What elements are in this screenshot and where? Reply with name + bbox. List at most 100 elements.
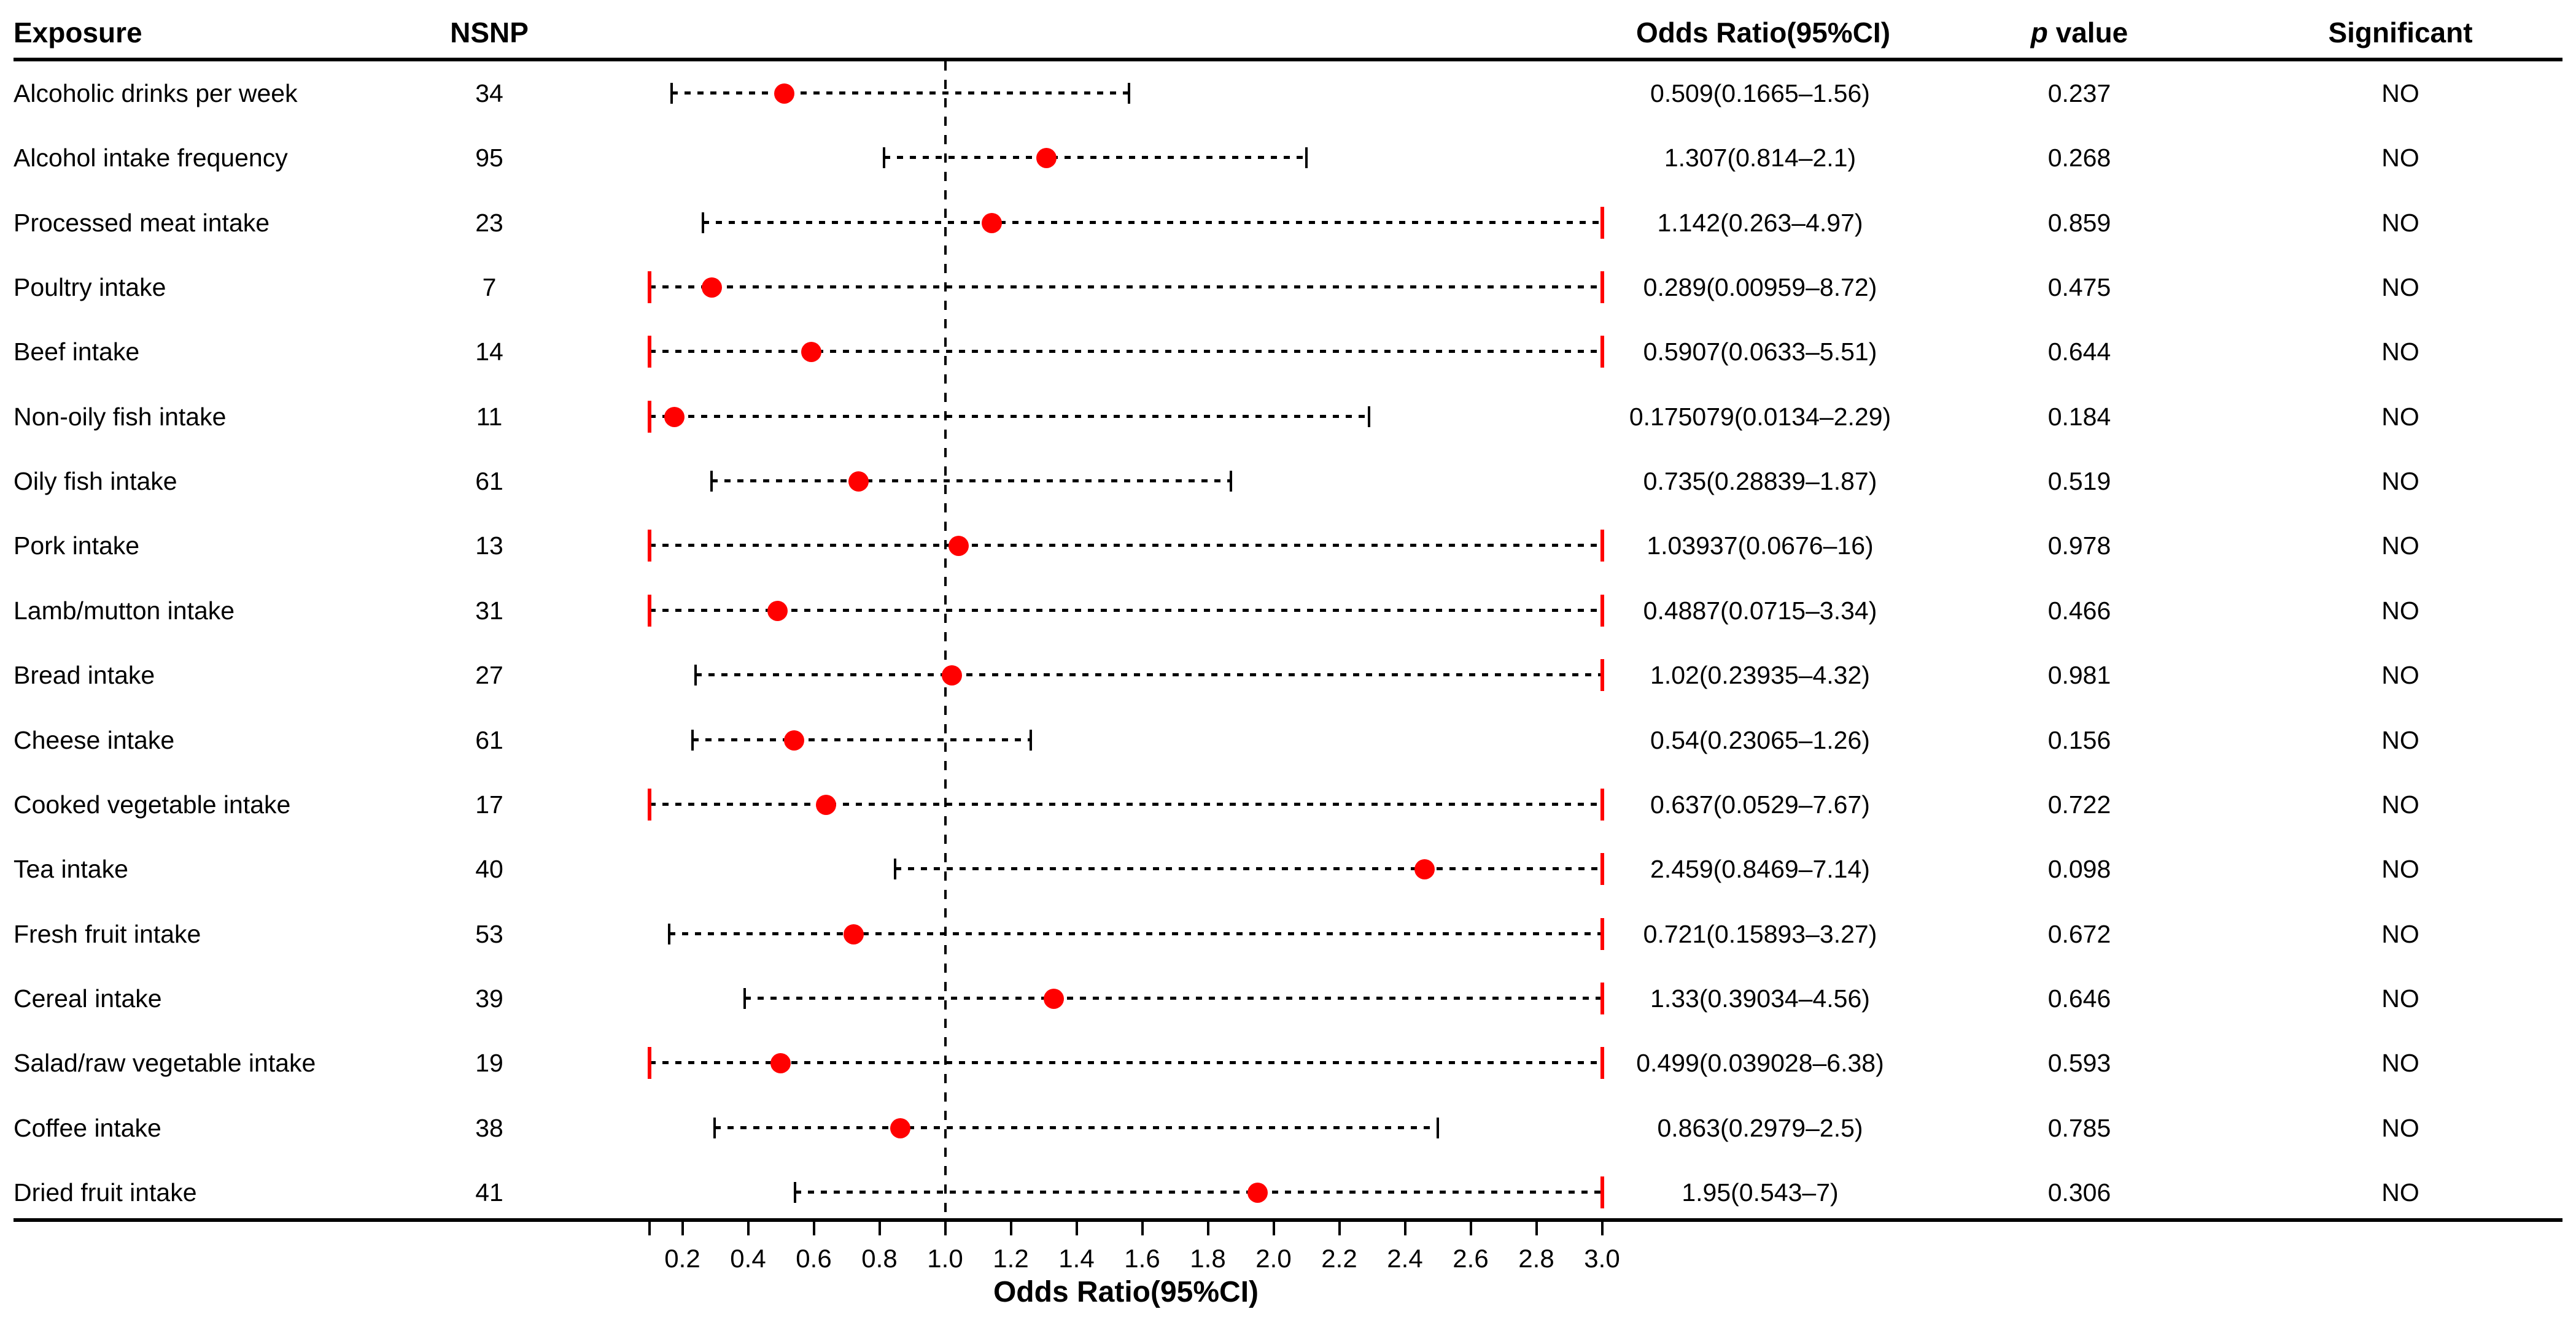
ci-cap-right	[1367, 406, 1370, 427]
or-marker	[848, 471, 869, 492]
ci-line	[714, 1126, 1438, 1129]
axis-tick	[812, 1222, 815, 1235]
axis-tick	[1206, 1222, 1209, 1235]
significant-value: NO	[2381, 1049, 2419, 1077]
p-value: 0.475	[2047, 273, 2111, 301]
axis-tick	[1535, 1222, 1538, 1235]
axis-tick-label: 1.8	[1190, 1244, 1226, 1273]
or-ci-value: 0.175079(0.0134–2.29)	[1629, 403, 1891, 431]
axis-tick-label: 2.8	[1518, 1244, 1554, 1273]
col-header-exposure: Exposure	[14, 17, 142, 48]
or-marker	[767, 601, 788, 621]
ci-line	[711, 479, 1231, 482]
ci-line	[650, 803, 1602, 806]
or-marker	[770, 1053, 791, 1073]
nsnp-value: 38	[475, 1114, 503, 1142]
p-value: 0.466	[2047, 597, 2111, 625]
significant-value: NO	[2381, 790, 2419, 819]
ci-clip-right	[1600, 1047, 1604, 1079]
or-marker	[942, 665, 963, 686]
ci-cap-left	[702, 212, 705, 233]
ci-clip-left	[648, 530, 651, 562]
significant-value: NO	[2381, 467, 2419, 495]
ci-cap-right	[1437, 1118, 1439, 1138]
ci-clip-right	[1600, 918, 1604, 950]
axis-tick	[1272, 1222, 1275, 1235]
exposure-label: Dried fruit intake	[14, 1178, 197, 1207]
exposure-label: Beef intake	[14, 338, 140, 366]
nsnp-value: 19	[475, 1049, 503, 1077]
or-marker	[890, 1118, 911, 1138]
or-marker	[1414, 859, 1435, 879]
significant-value: NO	[2381, 338, 2419, 366]
or-marker	[982, 213, 1003, 233]
nsnp-value: 40	[475, 855, 503, 883]
col-header-p-value: p value	[1987, 17, 2171, 48]
axis-tick	[1469, 1222, 1472, 1235]
col-header-significant: Significant	[2328, 17, 2473, 48]
ci-cap-left	[713, 1118, 716, 1138]
or-marker	[801, 342, 821, 362]
or-marker	[948, 536, 969, 556]
p-value: 0.237	[2047, 79, 2111, 107]
nsnp-value: 34	[475, 79, 503, 107]
significant-value: NO	[2381, 79, 2419, 107]
ci-line	[650, 415, 1369, 418]
axis-tick	[944, 1222, 947, 1235]
significant-value: NO	[2381, 726, 2419, 754]
ci-cap-right	[1229, 471, 1232, 492]
p-value: 0.184	[2047, 403, 2111, 431]
significant-value: NO	[2381, 209, 2419, 237]
axis-tick	[1141, 1222, 1144, 1235]
p-value: 0.785	[2047, 1114, 2111, 1142]
ci-cap-left	[710, 471, 713, 492]
exposure-label: Coffee intake	[14, 1114, 161, 1142]
ci-cap-right	[1305, 147, 1308, 168]
or-ci-value: 2.459(0.8469–7.14)	[1650, 855, 1870, 883]
or-marker	[844, 924, 864, 944]
significant-value: NO	[2381, 273, 2419, 301]
ci-cap-left	[670, 83, 673, 104]
p-value: 0.978	[2047, 531, 2111, 560]
axis-tick	[681, 1222, 684, 1235]
ci-cap-left	[882, 147, 885, 168]
ci-line	[650, 285, 1602, 288]
axis-tick	[1338, 1222, 1341, 1235]
nsnp-value: 53	[475, 920, 503, 948]
nsnp-value: 11	[476, 403, 503, 431]
ci-line	[883, 156, 1306, 159]
ci-clip-right	[1600, 853, 1604, 885]
or-ci-value: 1.33(0.39034–4.56)	[1650, 984, 1870, 1013]
nsnp-value: 23	[475, 209, 503, 237]
nsnp-value: 31	[475, 597, 503, 625]
nsnp-value: 14	[475, 338, 503, 366]
nsnp-value: 61	[475, 467, 503, 495]
ci-clip-right	[1600, 530, 1604, 562]
or-marker	[774, 83, 794, 104]
ci-clip-right	[1600, 659, 1604, 691]
axis-rule	[14, 1218, 2562, 1222]
significant-value: NO	[2381, 1178, 2419, 1207]
or-ci-value: 0.499(0.039028–6.38)	[1636, 1049, 1884, 1077]
ci-clip-left	[648, 401, 651, 433]
or-marker	[702, 277, 723, 298]
axis-tick	[1075, 1222, 1078, 1235]
nsnp-value: 41	[475, 1178, 503, 1207]
exposure-label: Pork intake	[14, 531, 140, 560]
axis-minor-tick	[648, 1222, 651, 1235]
p-value: 0.981	[2047, 661, 2111, 689]
or-marker	[1044, 989, 1065, 1009]
or-ci-value: 0.735(0.28839–1.87)	[1643, 467, 1877, 495]
ci-cap-left	[743, 988, 747, 1009]
nsnp-value: 95	[475, 144, 503, 172]
exposure-label: Non-oily fish intake	[14, 403, 227, 431]
exposure-label: Bread intake	[14, 661, 155, 689]
ci-line	[795, 1191, 1602, 1194]
ci-clip-right	[1600, 789, 1604, 821]
p-value: 0.672	[2047, 920, 2111, 948]
ci-line	[745, 997, 1602, 1000]
ci-cap-right	[1128, 83, 1131, 104]
or-ci-value: 0.637(0.0529–7.67)	[1650, 790, 1870, 819]
ci-line	[692, 738, 1031, 741]
ci-clip-left	[648, 789, 651, 821]
